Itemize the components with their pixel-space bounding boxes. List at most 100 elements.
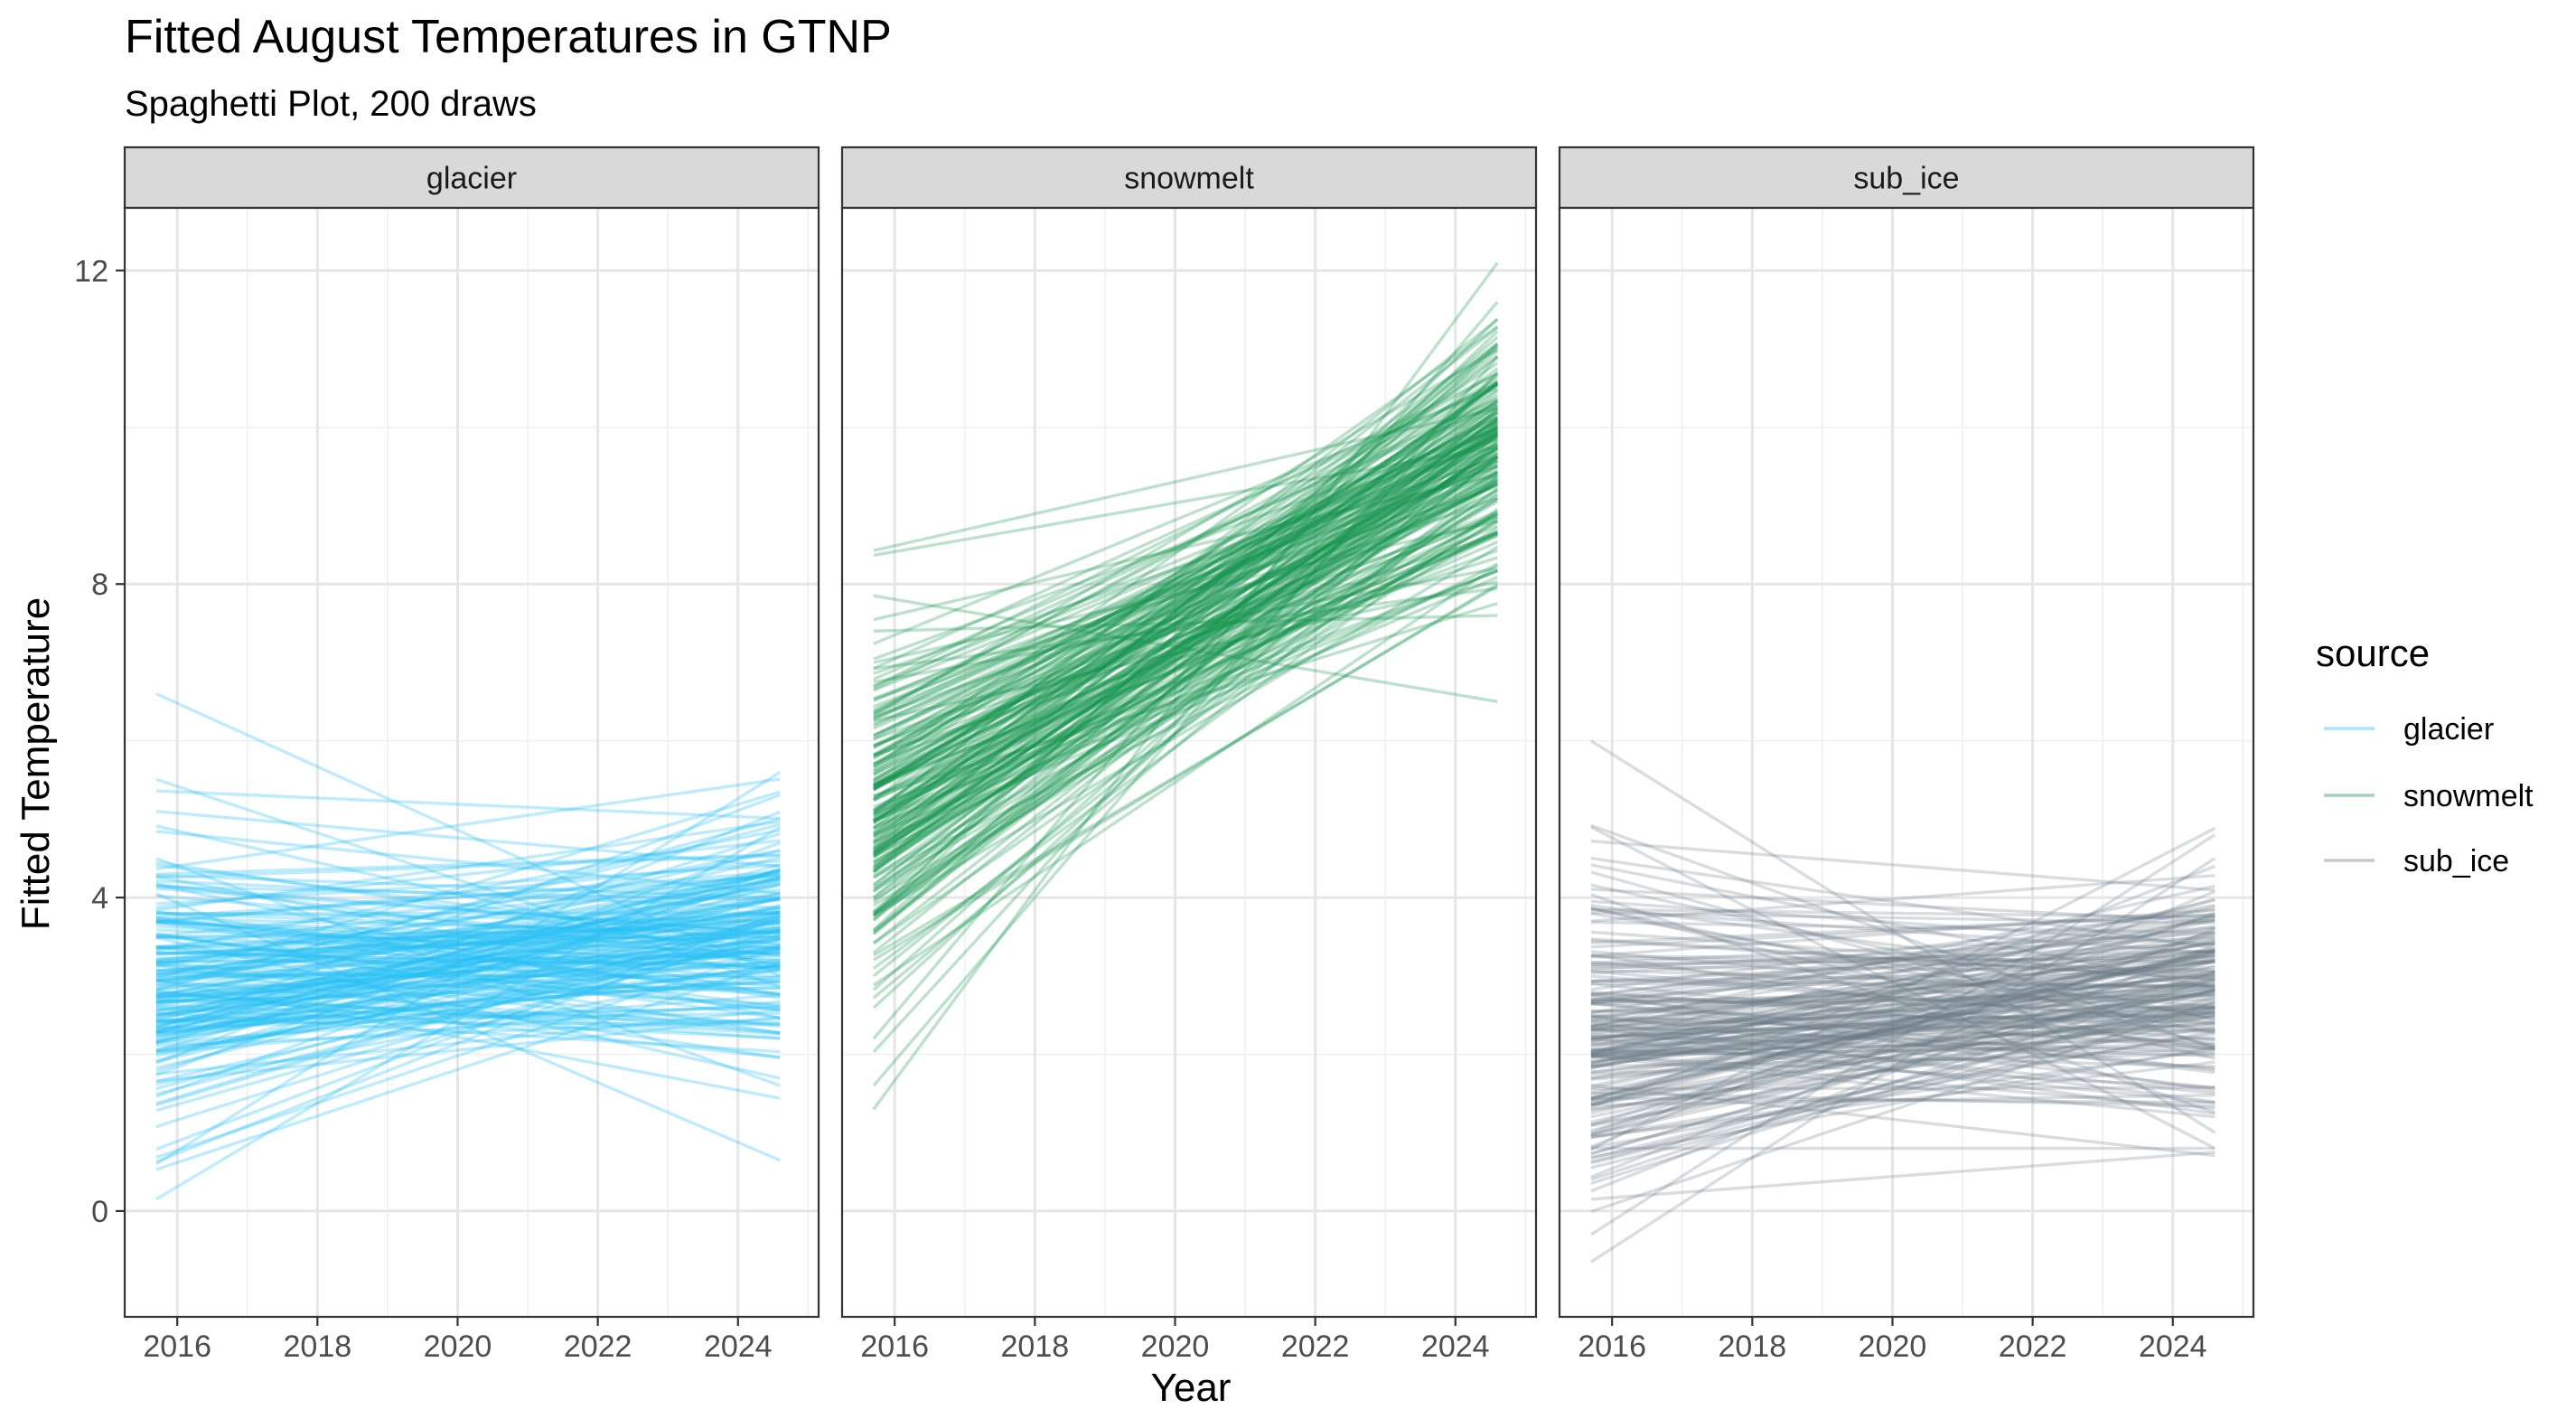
draw-line (155, 983, 781, 991)
draw-line (1590, 863, 2215, 990)
draw-line (873, 532, 1499, 858)
draw-line (155, 937, 781, 1001)
legend-label: glacier (2403, 712, 2494, 747)
draw-line (872, 350, 1499, 855)
draw-line (873, 458, 1498, 726)
draw-line (1590, 1024, 2215, 1055)
draw-line (155, 869, 781, 1052)
draw-line (1590, 1029, 2215, 1150)
draw-line (1590, 1006, 2215, 1039)
draw-line (872, 342, 1499, 801)
draw-line (155, 929, 781, 1012)
draw-line (1590, 1060, 2215, 1139)
draw-line (155, 961, 781, 1171)
draw-line (873, 407, 1498, 552)
draw-lines (155, 692, 782, 1201)
draw-line (1590, 954, 2215, 967)
draw-line (155, 868, 781, 1029)
draw-line (155, 817, 781, 991)
draw-line (155, 876, 781, 998)
draw-line (1590, 884, 2215, 1029)
draw-line (873, 519, 1499, 893)
draw-line (873, 476, 1499, 869)
draw-line (155, 917, 781, 1091)
draw-line (873, 446, 1499, 792)
facet-strip-label: sub_ice (1853, 162, 1959, 196)
draw-line (1590, 950, 2215, 1009)
draw-line (155, 893, 781, 1029)
y-axis: 0 4 8 12 (74, 254, 125, 1229)
draw-line (873, 436, 1498, 692)
draw-line (873, 402, 1499, 681)
draw-line (155, 915, 781, 1164)
draw-line (873, 382, 1499, 775)
draw-line (155, 944, 781, 969)
draw-line (873, 380, 1499, 713)
y-axis-label: Fitted Temperature (14, 597, 58, 930)
draw-line (873, 411, 1499, 789)
draw-line (1590, 907, 2215, 991)
draw-line (1590, 991, 2215, 1047)
draw-line (1590, 870, 2215, 1048)
draw-line (155, 945, 781, 1160)
draw-line (873, 465, 1499, 773)
draw-line (872, 388, 1499, 792)
draw-line (155, 874, 781, 919)
draw-line (155, 849, 781, 969)
draw-line (155, 1019, 781, 1027)
draw-line (1590, 907, 2215, 1035)
draw-line (155, 887, 781, 935)
draw-line (1590, 958, 2215, 1097)
draw-line (155, 871, 781, 984)
draw-line (873, 410, 1499, 788)
draw-line (1590, 933, 2215, 1028)
draw-line (1590, 954, 2215, 1051)
draw-line (873, 397, 1499, 750)
draw-line (1590, 1014, 2215, 1112)
draw-line (1590, 1054, 2215, 1089)
draw-line (872, 403, 1499, 839)
draw-line (1590, 1045, 2215, 1057)
draw-line (872, 390, 1499, 845)
draw-line (1590, 991, 2215, 1093)
draw-line (155, 863, 781, 1035)
draw-line (155, 949, 781, 1017)
gridlines (842, 208, 1536, 1317)
draw-line (872, 408, 1499, 887)
draw-line (873, 587, 1498, 671)
draw-line (873, 512, 1499, 863)
x-axis: 2016 2018 2020 2022 2024 (860, 1317, 1490, 1364)
draw-line (872, 426, 1499, 935)
draw-line (155, 978, 781, 1100)
draw-line (1590, 823, 2215, 1050)
draw-line (872, 354, 1499, 831)
draw-line (155, 908, 781, 964)
draw-line (873, 483, 1499, 784)
draw-line (873, 432, 1499, 737)
draw-line (873, 429, 1499, 791)
draw-line (873, 464, 1498, 700)
draw-line (1590, 1053, 2215, 1111)
draw-line (1590, 1007, 2215, 1104)
draw-line (872, 367, 1499, 842)
draw-line (1590, 1026, 2215, 1095)
draw-line (1590, 970, 2215, 1057)
draw-line (1590, 931, 2215, 1137)
draw-line (1590, 954, 2215, 1019)
draw-line (1590, 905, 2215, 1055)
draw-line (873, 474, 1498, 622)
draw-line (872, 418, 1499, 860)
draw-line (155, 927, 781, 1000)
draw-line (1590, 994, 2215, 1006)
draw-line (1590, 1014, 2215, 1021)
draw-line (155, 863, 781, 906)
draw-line (872, 444, 1499, 879)
draw-line (1590, 998, 2215, 1010)
draw-line (1590, 856, 2215, 950)
draw-line (1590, 903, 2215, 1015)
draw-line (1590, 974, 2215, 1156)
draw-line (155, 937, 781, 1005)
draw-line (1590, 982, 2215, 988)
draw-line (1590, 935, 2215, 971)
draw-line (155, 878, 781, 1045)
